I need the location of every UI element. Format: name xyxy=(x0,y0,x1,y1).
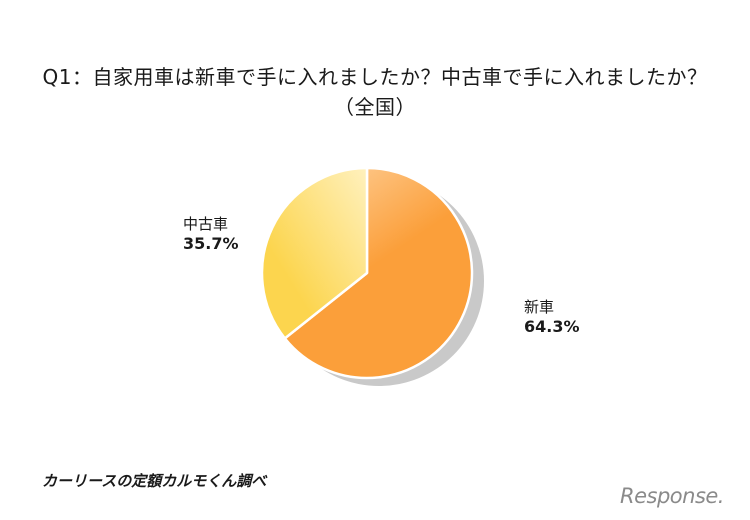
slice-label-used-car: 中古車 35.7% xyxy=(183,214,239,254)
pie-group xyxy=(260,166,484,386)
source-note: カーリースの定額カルモくん調べ xyxy=(42,472,267,490)
pie-slice-new-car xyxy=(283,166,474,380)
chart-title-line1: Q1：自家用車は新車で手に入れましたか？中古車で手に入れましたか？ xyxy=(42,65,708,89)
chart-title-line2: （全国） xyxy=(334,95,416,119)
slice-name-used-car: 中古車 xyxy=(183,215,229,233)
slice-label-new-car: 新車 64.3% xyxy=(524,297,580,337)
slice-name-new-car: 新車 xyxy=(524,298,555,316)
slice-value-used-car: 35.7% xyxy=(183,234,239,253)
response-watermark-logo: Response. xyxy=(620,484,724,508)
pie-slice-used-car xyxy=(260,166,369,340)
chart-title: Q1：自家用車は新車で手に入れましたか？中古車で手に入れましたか？ （全国） xyxy=(0,62,750,122)
slice-value-new-car: 64.3% xyxy=(524,317,580,336)
